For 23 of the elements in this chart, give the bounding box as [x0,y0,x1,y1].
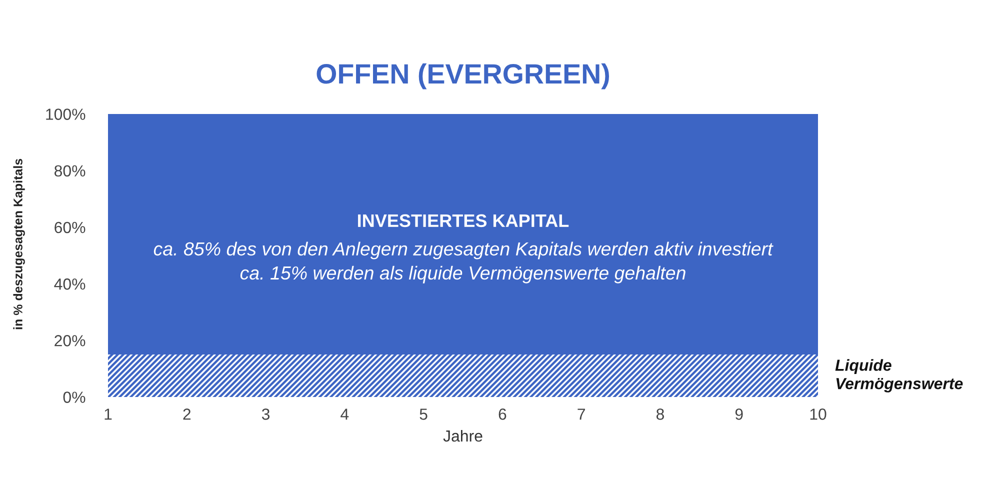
x-tick-label: 8 [656,408,664,420]
annotation: ca. 15% werden als liquide Vermögenswerte gehalten [240,266,686,284]
series-label: INVESTIERTES KAPITAL [358,214,569,228]
series-label: Liquide Vermögenswerte [835,359,963,392]
y-tick-label: 80% [54,165,86,177]
x-tick-label: 10 [810,408,826,420]
y-axis-title: in % deszugesagten Kapitals [13,158,25,330]
y-tick-label: 60% [54,222,86,234]
x-tick-label: 4 [340,408,349,420]
y-tick-label: 0% [63,392,86,403]
x-tick-label: 1 [104,408,112,420]
x-tick-label: 2 [183,408,191,420]
x-tick-label: 6 [498,408,506,420]
x-tick-label: 5 [420,408,428,420]
y-tick-label: 40% [54,278,86,290]
y-tick-label: 20% [54,335,86,346]
y-tick-label: 100% [46,108,86,120]
x-tick-label: 7 [578,408,585,420]
annotation: ca. 85% des von den Anlegern zugesagten Kapitals werden aktiv investiert [154,242,774,260]
chart-title: OFFEN (EVERGREEN) [316,63,610,90]
x-tick-label: 9 [735,408,743,420]
x-axis-title: Jahre [443,430,482,442]
x-tick-label: 3 [262,408,270,420]
